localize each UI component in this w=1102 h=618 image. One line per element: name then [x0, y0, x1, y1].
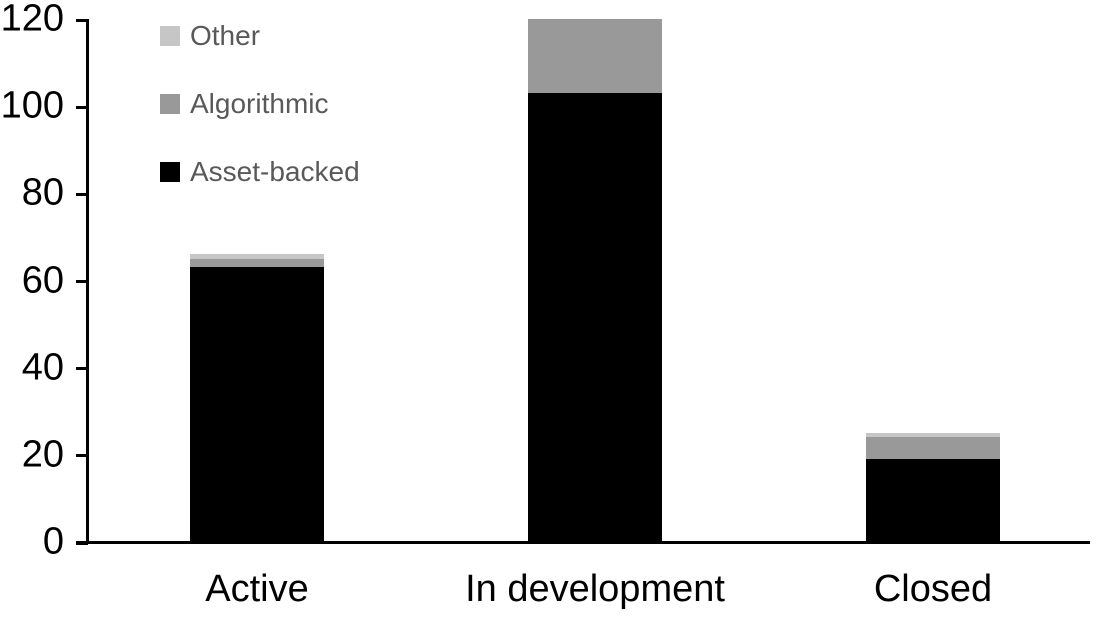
legend-swatch-icon	[160, 94, 180, 114]
y-axis-tick-label: 120	[0, 0, 64, 40]
bar-segment-algorithmic	[190, 258, 324, 268]
y-axis-tick-label: 0	[42, 520, 64, 563]
bar-segment-other	[190, 254, 324, 259]
legend-item-asset-backed: Asset-backed	[160, 156, 360, 187]
bar-segment-asset-backed	[866, 459, 1000, 542]
bar-segment-algorithmic	[866, 437, 1000, 460]
y-axis-tick-label: 80	[21, 171, 64, 214]
y-axis-tick	[76, 105, 88, 109]
x-axis-category-label: Active	[205, 568, 309, 610]
legend-item-algorithmic: Algorithmic	[160, 88, 329, 119]
y-axis-tick	[76, 541, 88, 545]
bar-segment-algorithmic	[528, 19, 662, 94]
y-axis-tick	[76, 454, 88, 458]
x-axis-category-label: Closed	[873, 568, 993, 610]
bar-segment-other	[866, 433, 1000, 438]
legend-label: Other	[190, 20, 261, 51]
legend-label: Algorithmic	[190, 88, 329, 119]
y-axis-tick	[76, 367, 88, 371]
y-axis-tick-label: 40	[21, 346, 64, 389]
legend-item-other: Other	[160, 20, 261, 51]
y-axis-tick	[76, 280, 88, 283]
legend-swatch-icon	[160, 26, 180, 46]
y-axis-tick-label: 20	[21, 433, 64, 476]
x-axis-line	[76, 541, 1090, 544]
y-axis-tick	[76, 18, 88, 22]
y-axis-tick	[76, 192, 88, 196]
bar-segment-asset-backed	[528, 93, 662, 542]
x-axis-category-label: In development	[465, 568, 725, 610]
legend-swatch-icon	[160, 162, 180, 182]
y-axis-tick-label: 60	[21, 259, 64, 302]
bar-segment-asset-backed	[190, 267, 324, 542]
y-axis-tick-label: 100	[0, 84, 64, 127]
legend-label: Asset-backed	[190, 156, 360, 187]
